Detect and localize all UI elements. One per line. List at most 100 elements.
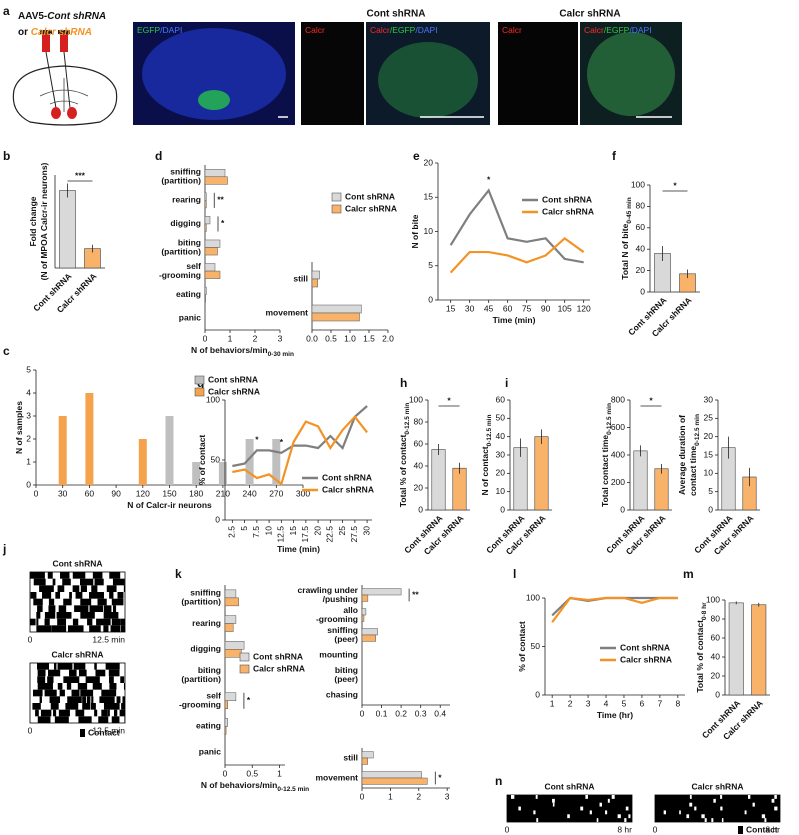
panel-label: f — [612, 149, 617, 163]
raster-frame — [654, 794, 781, 823]
raster-event — [58, 709, 70, 717]
raster-event — [85, 676, 100, 683]
raster-event — [92, 572, 103, 579]
y-axis-label-part: Total contact time — [600, 435, 610, 507]
raster-axis-label: 0 — [505, 824, 510, 834]
y-axis-label-part: 0-12.5 min — [486, 415, 493, 447]
y-tick-label: 60 — [636, 222, 646, 232]
legend-label: Calcr shRNA — [620, 654, 672, 664]
raster-event — [117, 592, 124, 599]
bar — [654, 468, 669, 511]
y-axis-label: (N of MPOA Calcr-ir neurons) — [39, 162, 49, 280]
raster-event — [552, 802, 555, 807]
y-tick-label: 0 — [620, 504, 625, 514]
significance-label: ** — [217, 195, 224, 205]
raster-title: Calcr shRNA — [52, 649, 104, 659]
y-tick-label: 20 — [711, 670, 721, 680]
x-axis-label-part: Time (min) — [277, 544, 320, 554]
x-axis-label-part: Time (min) — [493, 315, 536, 325]
x-tick-label: 0 — [223, 768, 228, 778]
x-tick-label: 1 — [228, 333, 233, 343]
raster-event — [40, 709, 52, 717]
raster-event — [96, 618, 111, 626]
y-tick-label: 40 — [711, 651, 721, 661]
x-axis-label: N of Calcr-ir neurons — [127, 500, 212, 510]
x-axis-label: N of behaviors/min0-12.5 min — [201, 780, 309, 792]
y-axis-label-part: N of bite — [410, 214, 420, 248]
raster-event — [57, 663, 73, 670]
y-tick-label: 5 — [428, 260, 433, 270]
raster-event — [39, 585, 54, 592]
x-tick-label: 25 — [337, 526, 347, 536]
x-tick-label: 0.4 — [434, 708, 446, 718]
image-label-part: /EGFP — [604, 25, 630, 35]
panel-label: e — [413, 149, 420, 163]
raster-event — [89, 625, 101, 632]
y-tick-label: 20 — [704, 431, 714, 441]
bar — [192, 462, 201, 485]
raster-event — [107, 709, 110, 717]
raster-event — [30, 618, 36, 626]
y-axis-label: contact time0-12.5 min — [688, 414, 700, 496]
x-axis-label-part: Time (hr) — [597, 710, 633, 720]
raster-event — [704, 818, 707, 822]
y-tick-label: 20 — [636, 265, 646, 275]
x-axis-label: Time (hr) — [597, 710, 633, 720]
raster-event — [567, 814, 570, 819]
bar — [204, 263, 216, 272]
raster-event — [711, 818, 714, 822]
x-tick-label: 120 — [136, 488, 150, 498]
x-tick-label: 0.2 — [395, 708, 407, 718]
category-label: mounting — [319, 649, 358, 659]
bar — [204, 286, 207, 295]
raster-event — [105, 663, 120, 670]
bar — [361, 608, 367, 616]
raster-event — [112, 605, 117, 612]
category-label: still — [293, 273, 308, 283]
panel-label: h — [400, 376, 407, 390]
bar — [452, 467, 467, 511]
x-tick-label: 90 — [541, 303, 551, 313]
y-tick-label: 0 — [715, 689, 720, 699]
x-tick-label: 1.5 — [363, 333, 375, 343]
category-label: chasing — [326, 689, 358, 699]
y-axis-label-part: Total N of bite — [620, 223, 630, 279]
raster-event — [747, 795, 751, 799]
x-tick-label: 2.0 — [382, 333, 394, 343]
bar — [85, 393, 94, 485]
bar — [224, 692, 237, 701]
raster-event — [122, 696, 125, 703]
raster-event — [91, 585, 98, 592]
x-tick-label: 17.5 — [300, 526, 310, 543]
category-label: -grooming — [179, 699, 221, 709]
x-tick-label: 90 — [111, 488, 121, 498]
raster-event — [99, 696, 115, 703]
category-label: -grooming — [159, 270, 201, 280]
y-tick-label: 3 — [26, 410, 31, 420]
legend-swatch — [194, 387, 205, 397]
raster-event — [55, 592, 61, 599]
x-tick-label: 2.5 — [227, 526, 237, 538]
y-tick-label: 100 — [706, 594, 720, 604]
bar — [204, 176, 228, 185]
y-tick-label: 15 — [424, 192, 434, 202]
x-tick-label: 0.1 — [376, 708, 388, 718]
legend-swatch — [80, 729, 85, 737]
raster-event — [106, 585, 117, 592]
x-tick-label: 0.3 — [415, 708, 427, 718]
raster-event — [53, 663, 57, 670]
legend-label: Cont shRNA — [208, 374, 258, 384]
y-tick-label: 60 — [496, 394, 506, 404]
raster-event — [94, 578, 104, 586]
x-tick-label: 75 — [522, 303, 532, 313]
raster-event — [625, 806, 629, 811]
raster-event — [71, 689, 80, 697]
raster-event — [57, 585, 65, 592]
legend-swatch — [331, 204, 342, 214]
x-tick-label: 30 — [361, 526, 371, 536]
x-tick-label: 0.5 — [246, 768, 258, 778]
raster-event — [103, 703, 120, 710]
bar — [224, 615, 237, 624]
bar — [361, 614, 365, 622]
x-tick-label: 150 — [162, 488, 176, 498]
